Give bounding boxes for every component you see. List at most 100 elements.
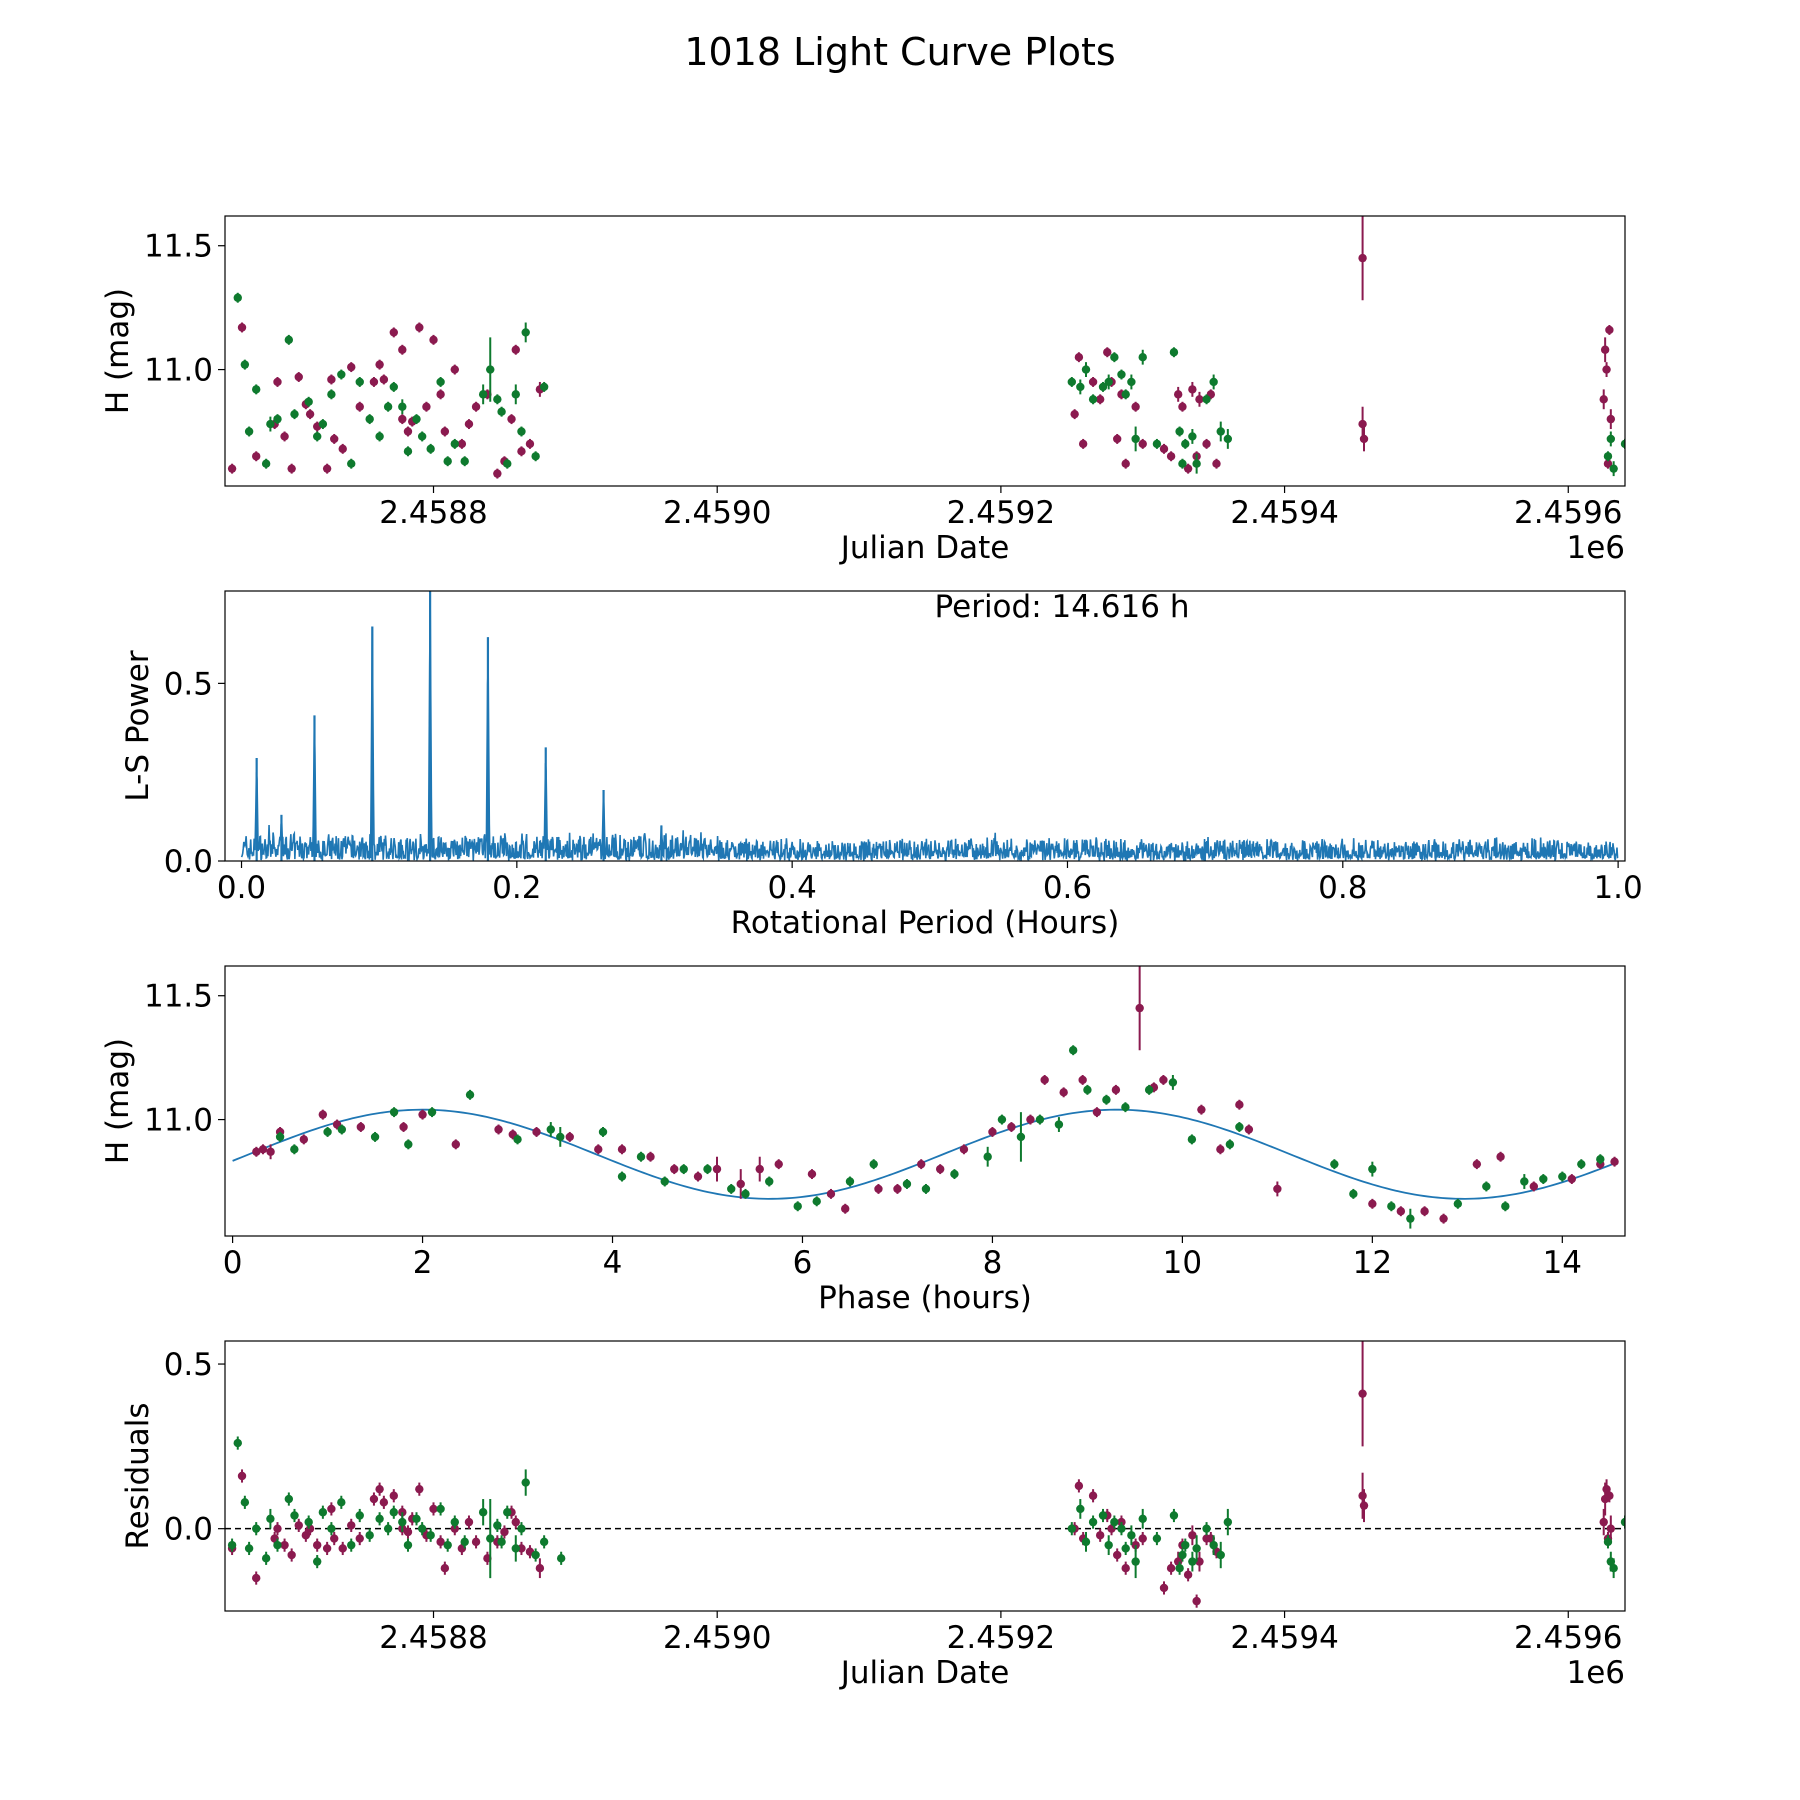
residuals-data-point	[1192, 1596, 1201, 1606]
phased-data-point	[1168, 1078, 1178, 1087]
phased-ylabel: H (mag)	[100, 1038, 136, 1164]
residuals-plot-area	[225, 1341, 1625, 1608]
lightcurve-data-point	[252, 385, 261, 394]
residuals-data-point	[312, 1540, 322, 1550]
lightcurve-data-point	[403, 427, 413, 436]
phased-data-point	[258, 1145, 268, 1154]
residuals-data-point	[273, 1540, 282, 1550]
residuals-data-point	[261, 1554, 271, 1563]
lightcurve-data-point	[1131, 402, 1140, 411]
lightcurve-data-point	[1609, 464, 1618, 473]
residuals-data-point	[1188, 1531, 1197, 1540]
phased-data-point	[917, 1159, 926, 1169]
lightcurve-data-point	[1110, 352, 1119, 362]
residuals-axes-frame	[224, 1340, 1626, 1612]
lightcurve-data-point	[1088, 395, 1098, 404]
phased-data-point	[736, 1179, 745, 1189]
residuals-data-point	[327, 1504, 336, 1514]
lightcurve-data-point	[511, 390, 520, 399]
phased-data-point	[598, 1127, 608, 1137]
residuals-data-point	[1175, 1563, 1184, 1573]
phased-data-point	[959, 1145, 969, 1154]
lightcurve-data-point	[412, 414, 421, 424]
periodogram-xtick-label: 0.4	[768, 870, 817, 906]
phased-xtick-label: 8	[983, 1245, 1003, 1281]
phased-axes-frame	[224, 965, 1626, 1237]
residuals-data-point	[471, 1537, 481, 1547]
periodogram-ytick-label: 0.5	[164, 666, 213, 702]
phased-data-point	[1387, 1202, 1396, 1211]
lightcurve-data-point	[273, 414, 282, 424]
phased-data-point	[494, 1125, 503, 1134]
periodogram-plot-area	[240, 591, 1619, 861]
lightcurve-data-point	[457, 439, 467, 449]
lightcurve-data-point	[398, 414, 407, 424]
residuals-data-point	[304, 1517, 313, 1527]
residuals-data-point	[440, 1563, 450, 1573]
residuals-data-point	[500, 1527, 509, 1537]
phased-data-point	[765, 1177, 774, 1186]
residuals-data-point	[1152, 1534, 1162, 1543]
lightcurve-data-point	[1138, 439, 1147, 449]
residuals-data-point	[337, 1498, 346, 1507]
phased-data-point	[513, 1135, 522, 1144]
lightcurve-data-point	[1127, 377, 1136, 387]
lightcurve-data-point	[471, 402, 481, 411]
lightcurve-data-point	[304, 397, 313, 406]
residuals-data-point	[1209, 1540, 1218, 1550]
lightcurve-data-point	[389, 328, 398, 337]
residuals-data-point	[330, 1534, 339, 1543]
phased-data-point	[1420, 1207, 1429, 1216]
phased-data-point	[1035, 1115, 1045, 1124]
periodogram-title: Period: 14.616 h	[935, 589, 1190, 625]
residuals-data-point	[355, 1534, 364, 1543]
residuals-data-point	[252, 1573, 261, 1583]
lightcurve-data-point	[415, 323, 424, 332]
lightcurve-data-point	[347, 459, 356, 468]
lightcurve-data-point	[330, 434, 339, 444]
phased-data-point	[370, 1132, 380, 1142]
phased-data-point	[275, 1132, 285, 1142]
phased-data-point	[1235, 1122, 1244, 1132]
residuals-data-point	[1166, 1563, 1176, 1573]
residuals-data-point	[412, 1514, 421, 1524]
phased-data-point	[703, 1164, 712, 1174]
residuals-data-point	[1127, 1531, 1136, 1540]
lightcurve-data-point	[1098, 382, 1108, 392]
phased-data-point	[712, 1164, 722, 1174]
phased-data-point	[1216, 1145, 1225, 1154]
phased-data-point	[679, 1164, 688, 1174]
phased-data-point	[1610, 1157, 1619, 1166]
residuals-data-point	[1074, 1481, 1084, 1491]
lightcurve-data-point	[422, 402, 431, 411]
phased-data-point	[1496, 1152, 1505, 1161]
periodogram-ylabel: L-S Power	[120, 650, 156, 801]
phased-data-point	[1273, 1184, 1282, 1194]
residuals-data-point	[1076, 1504, 1085, 1514]
phased-data-point	[921, 1184, 931, 1194]
residuals-data-point	[233, 1438, 242, 1448]
phased-data-point	[1453, 1199, 1463, 1208]
lightcurve-data-point	[426, 444, 435, 454]
phased-data-point	[1078, 1075, 1087, 1085]
lightcurve-offset-label: 1e6	[1566, 530, 1625, 566]
phased-data-point	[997, 1115, 1007, 1124]
lightcurve-data-point	[1603, 459, 1613, 468]
phased-ytick-label: 11.5	[144, 979, 213, 1015]
residuals-data-point	[436, 1537, 445, 1547]
lightcurve-data-point	[1188, 432, 1197, 441]
phased-data-point	[1368, 1164, 1377, 1174]
phased-xtick-label: 14	[1543, 1245, 1582, 1281]
lightcurve-data-point	[1192, 459, 1201, 468]
lightcurve-data-point	[383, 402, 393, 411]
residuals-data-point	[398, 1517, 407, 1527]
residuals-data-point	[497, 1537, 506, 1547]
lightcurve-data-point	[1121, 459, 1130, 468]
lightcurve-data-point	[1202, 395, 1211, 404]
lightcurve-series-band-b	[233, 292, 1625, 477]
lightcurve-data-point	[1202, 439, 1211, 449]
residuals-data-point	[460, 1537, 469, 1547]
residuals-data-point	[389, 1491, 398, 1500]
residuals-data-point	[464, 1517, 474, 1527]
residuals-data-point	[290, 1511, 299, 1520]
